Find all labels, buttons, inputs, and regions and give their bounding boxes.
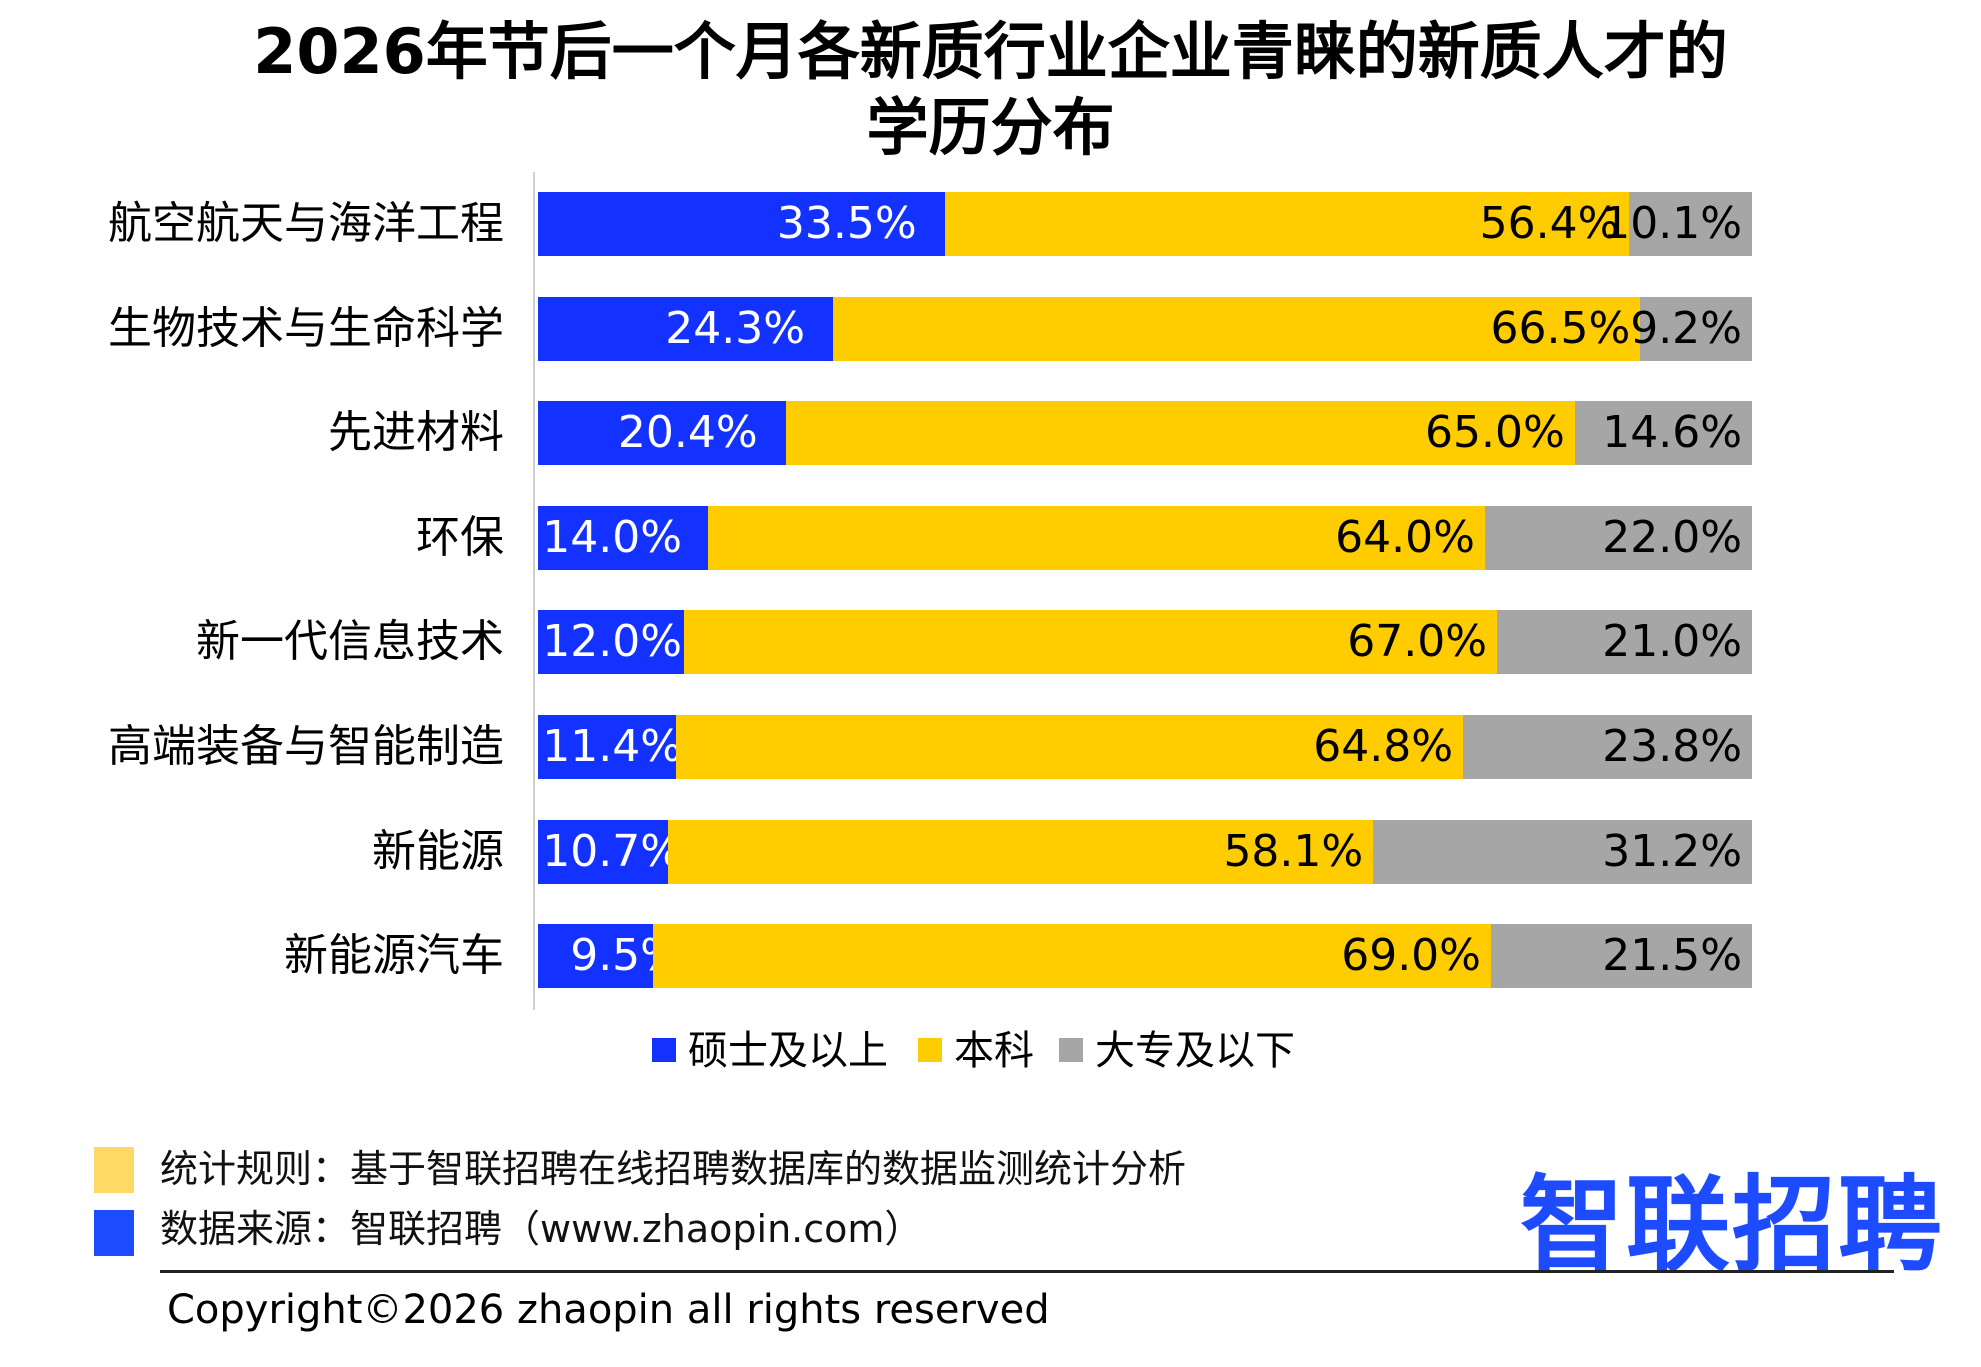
legend-swatch — [652, 1038, 676, 1062]
chart-legend: 硕士及以上 本科 大专及以下 — [0, 1026, 1981, 1076]
source-note-text: 数据来源：智联招聘（www.zhaopin.com） — [160, 1207, 923, 1251]
bar-segment — [785, 401, 1575, 465]
category-label: 生物技术与生命科学 — [108, 303, 504, 354]
bar-segment — [538, 924, 654, 988]
data-label: 23.8% — [1602, 721, 1742, 772]
legend-label: 本科 — [954, 1028, 1034, 1074]
data-label: 20.4% — [617, 407, 758, 458]
data-label: 10.7% — [542, 826, 682, 877]
category-label: 新能源汽车 — [284, 930, 504, 981]
legend-item: 硕士及以上 — [652, 1026, 888, 1076]
bar-segment — [683, 610, 1498, 674]
data-label: 69.0% — [1341, 930, 1481, 981]
data-label: 64.0% — [1335, 512, 1475, 563]
bar-segment — [1640, 297, 1752, 361]
rule-note-swatch — [94, 1147, 134, 1193]
legend-swatch — [918, 1038, 942, 1062]
chart-title: 2026年节后一个月各新质行业企业青睐的新质人才的 学历分布 — [0, 14, 1981, 166]
bar-segment — [538, 192, 945, 256]
source-note-swatch — [94, 1210, 134, 1256]
data-label: 66.5% — [1490, 303, 1631, 354]
legend-item: 本科 — [918, 1026, 1034, 1076]
data-label: 14.0% — [542, 512, 682, 563]
category-label: 新一代信息技术 — [196, 616, 504, 667]
data-label: 64.8% — [1313, 721, 1454, 772]
rule-note-text: 统计规则：基于智联招聘在线招聘数据库的数据监测统计分析 — [160, 1147, 1187, 1191]
stacked-bar-chart: 航空航天与海洋工程 33.5% 56.4% 10.1% 生物技术与生命科学 24.3% 66… — [108, 172, 1752, 1010]
data-label: 22.0% — [1602, 512, 1742, 563]
bar-segment — [944, 192, 1630, 256]
data-label: 21.5% — [1602, 930, 1742, 981]
bar-segment — [1629, 192, 1752, 256]
copyright-text: Copyright©2026 zhaopin all rights reserv… — [167, 1287, 1050, 1333]
data-label: 9.2% — [1630, 303, 1742, 354]
bar-segment — [1373, 820, 1752, 884]
bar-segment — [538, 715, 677, 779]
chart-title-line-2: 学历分布 — [866, 91, 1115, 164]
chart-title-line-1: 2026年节后一个月各新质行业企业青睐的新质人才的 — [253, 15, 1728, 88]
bar-segment — [676, 715, 1464, 779]
data-label: 33.5% — [776, 198, 917, 249]
bar-segment — [1497, 610, 1752, 674]
data-label: 11.4% — [542, 721, 682, 772]
zhaopin-logo: 智联招聘 — [1520, 1164, 1945, 1286]
bar-segment — [833, 297, 1641, 361]
data-label: 67.0% — [1347, 616, 1488, 667]
data-label: 24.3% — [665, 303, 805, 354]
legend-item: 大专及以下 — [1059, 1026, 1295, 1076]
category-label: 先进材料 — [328, 407, 504, 458]
y-axis-line — [533, 172, 535, 1010]
legend-label: 大专及以下 — [1095, 1028, 1295, 1074]
bar-segment — [1463, 715, 1752, 779]
data-label: 10.1% — [1602, 198, 1742, 249]
data-label: 58.1% — [1223, 826, 1364, 877]
data-label: 56.4% — [1479, 198, 1620, 249]
data-label: 14.6% — [1602, 407, 1742, 458]
bar-segment — [538, 297, 833, 361]
footer-divider — [160, 1270, 1894, 1273]
category-label: 高端装备与智能制造 — [108, 721, 504, 772]
bar-segment — [538, 610, 684, 674]
bar-segment — [538, 820, 668, 884]
bar-segment — [653, 924, 1491, 988]
bar-segment — [1484, 506, 1752, 570]
legend-label: 硕士及以上 — [688, 1028, 888, 1074]
bar-segment — [538, 401, 786, 465]
category-label: 环保 — [416, 512, 504, 563]
bar-segment — [538, 506, 708, 570]
bar-segment — [667, 820, 1374, 884]
category-label: 新能源 — [372, 826, 504, 877]
bar-segment — [1574, 401, 1752, 465]
data-label: 31.2% — [1602, 826, 1742, 877]
legend-swatch — [1059, 1038, 1083, 1062]
bar-segment — [1490, 924, 1752, 988]
data-label: 12.0% — [542, 616, 682, 667]
data-label: 21.0% — [1602, 616, 1742, 667]
category-label: 航空航天与海洋工程 — [108, 198, 504, 249]
data-label: 65.0% — [1424, 407, 1565, 458]
bar-segment — [707, 506, 1485, 570]
